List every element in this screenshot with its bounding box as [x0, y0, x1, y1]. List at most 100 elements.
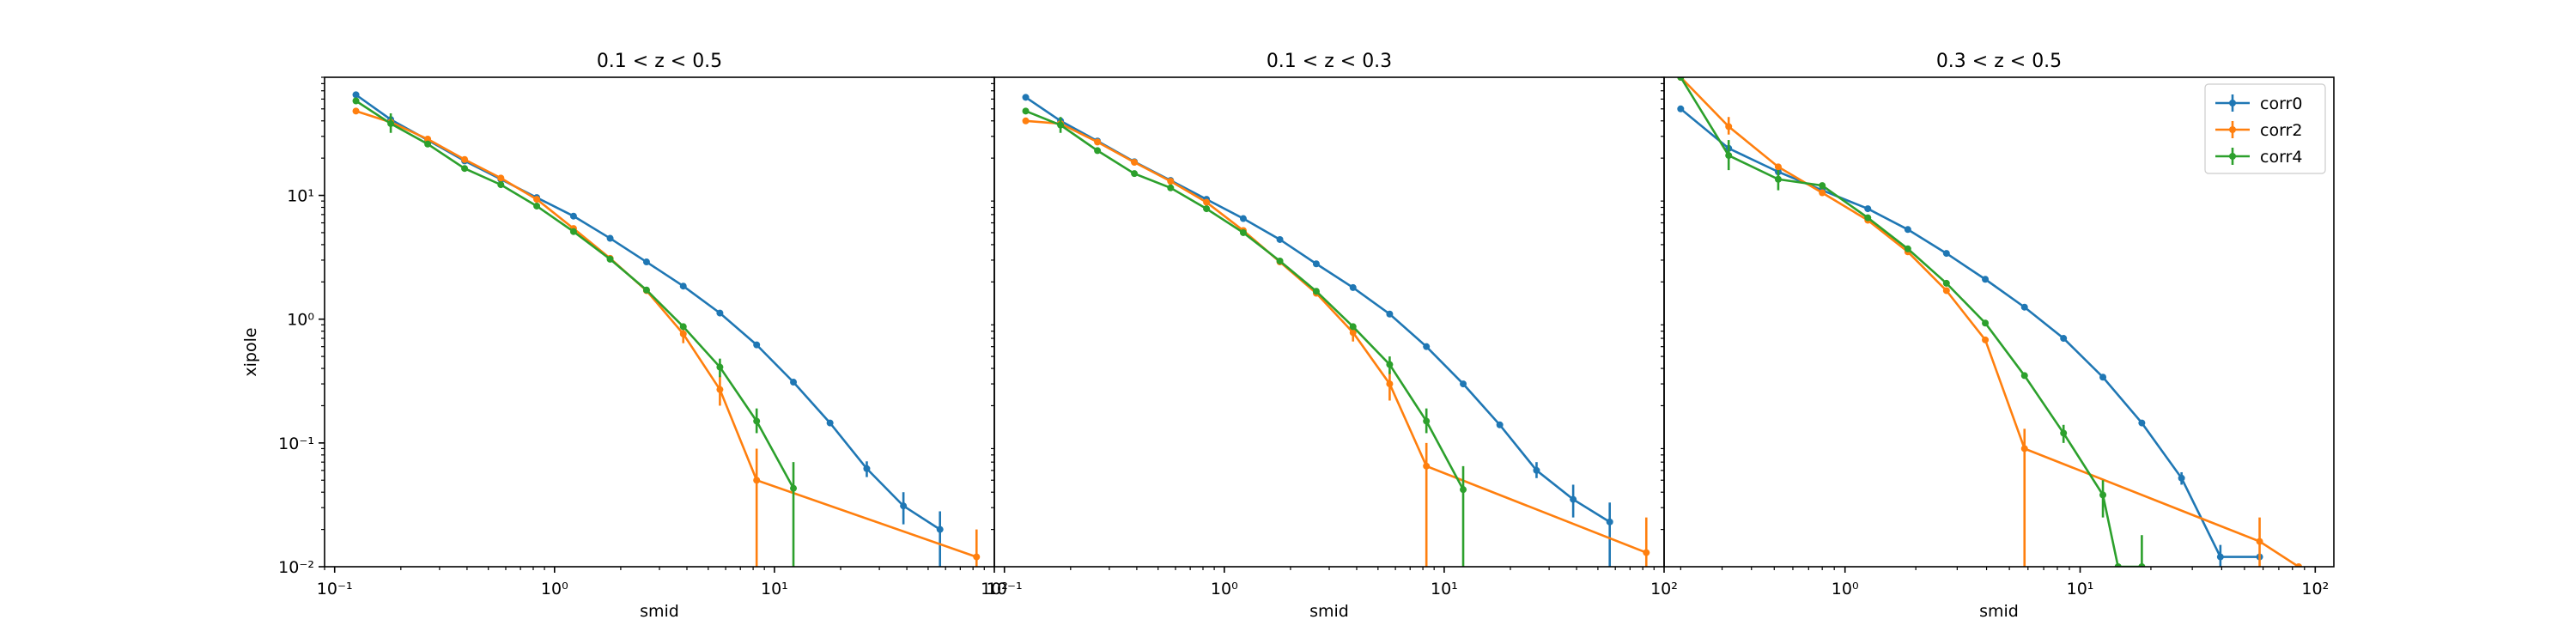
x-tick-label: 10¹	[1431, 580, 1458, 598]
data-point-corr0	[1276, 235, 1284, 243]
data-point-corr0	[863, 465, 871, 472]
data-point-corr4	[1349, 323, 1357, 331]
data-point-corr0	[2216, 553, 2224, 561]
data-point-corr0	[642, 258, 650, 266]
x-tick-label: 10¹	[2067, 580, 2094, 598]
x-axis-label: smid	[1309, 602, 1349, 621]
data-point-corr2	[1423, 462, 1431, 470]
data-point-corr0	[790, 379, 798, 386]
data-point-corr4	[569, 228, 577, 235]
legend-swatch-marker	[2229, 126, 2236, 133]
data-point-corr4	[533, 202, 541, 210]
data-point-corr4	[1094, 147, 1102, 155]
data-point-corr2	[1982, 336, 1990, 343]
data-point-corr0	[1349, 283, 1357, 291]
x-tick-label: 10⁻¹	[987, 580, 1023, 598]
data-point-corr0	[1982, 276, 1990, 283]
data-point-corr2	[1167, 178, 1175, 185]
data-point-corr0	[1677, 105, 1685, 112]
legend-label-corr0: corr0	[2260, 94, 2302, 113]
legend-box	[2204, 83, 2326, 174]
data-point-corr2	[2020, 445, 2028, 453]
data-point-corr0	[2178, 474, 2185, 482]
data-point-corr4	[1276, 257, 1284, 264]
data-point-corr2	[352, 107, 360, 115]
data-point-corr2	[1349, 329, 1357, 337]
data-point-corr0	[1423, 343, 1431, 350]
data-point-corr2	[1131, 159, 1139, 167]
data-point-corr0	[826, 419, 834, 427]
data-point-corr4	[497, 181, 505, 189]
data-point-corr0	[1533, 466, 1540, 474]
legend-label-corr2: corr2	[2260, 121, 2302, 140]
data-point-corr2	[424, 135, 432, 143]
data-point-corr0	[606, 234, 614, 242]
y-tick-label: 10⁻¹	[278, 434, 314, 453]
data-point-corr4	[1677, 77, 1685, 81]
data-point-corr2	[1819, 189, 1826, 197]
data-point-corr2	[1094, 138, 1102, 146]
data-point-corr0	[2060, 335, 2068, 343]
x-tick-label: 10⁰	[1211, 580, 1238, 598]
y-axis-label: xipole	[241, 327, 260, 376]
data-point-corr0	[2138, 419, 2146, 427]
data-point-corr4	[461, 165, 469, 173]
data-point-corr4	[1460, 486, 1467, 494]
data-point-corr2	[533, 196, 541, 204]
data-point-corr4	[1312, 288, 1320, 295]
data-point-corr4	[1819, 182, 1826, 190]
axes-frame	[1663, 76, 2335, 568]
x-tick-label: 10²	[981, 580, 1008, 598]
data-point-corr4	[2138, 563, 2146, 567]
data-point-corr4	[716, 363, 724, 371]
data-point-corr0	[1386, 310, 1394, 318]
data-point-corr0	[1460, 380, 1467, 388]
data-point-corr0	[1239, 215, 1247, 222]
data-point-corr4	[1774, 175, 1782, 183]
x-axis-label: smid	[1979, 602, 2019, 621]
legend-swatch-marker	[2229, 153, 2236, 160]
data-point-corr2	[973, 553, 981, 561]
data-point-corr0	[1312, 260, 1320, 268]
legend: corr0 corr2 corr4	[2204, 83, 2326, 174]
data-point-corr2	[1022, 117, 1030, 125]
data-point-corr2	[716, 386, 724, 393]
y-tick-label: 10⁻²	[278, 558, 314, 577]
plot-area	[352, 91, 981, 567]
data-point-corr4	[1057, 121, 1065, 129]
data-point-corr4	[1982, 319, 1990, 327]
data-point-corr4	[1942, 279, 1950, 287]
data-point-corr0	[2099, 374, 2107, 381]
x-tick-label: 10⁰	[541, 580, 568, 598]
data-point-corr0	[1942, 250, 1950, 258]
data-point-corr4	[790, 484, 798, 492]
data-point-corr0	[716, 309, 724, 317]
data-point-corr4	[1239, 228, 1247, 236]
data-point-corr0	[1864, 205, 1872, 213]
data-point-corr2	[461, 155, 469, 163]
data-point-corr4	[1131, 170, 1139, 178]
chart-panel-2: 0.1 < z < 0.3 smid 10⁻¹ 10⁰ 10¹ 10²	[987, 51, 1678, 621]
x-tick-label: 10²	[2301, 580, 2329, 598]
data-point-corr0	[1904, 226, 1911, 234]
data-point-corr4	[2020, 372, 2028, 380]
data-point-corr2	[1774, 163, 1782, 171]
data-point-corr2	[2294, 563, 2302, 567]
data-point-corr4	[2099, 491, 2107, 499]
data-point-corr4	[1167, 184, 1175, 191]
data-point-corr2	[2256, 538, 2263, 545]
x-tick-label: 10¹	[761, 580, 788, 598]
data-point-corr2	[679, 330, 687, 337]
data-point-corr2	[1203, 198, 1211, 206]
data-point-corr0	[569, 212, 577, 220]
x-tick-label: 10⁰	[1832, 580, 1859, 598]
data-point-corr4	[1423, 417, 1431, 425]
plot-area	[1022, 94, 1650, 567]
data-point-corr0	[1570, 495, 1577, 503]
legend-swatch-marker	[2229, 100, 2236, 106]
legend-label-corr4: corr4	[2260, 148, 2302, 167]
x-axis-label: smid	[640, 602, 679, 621]
